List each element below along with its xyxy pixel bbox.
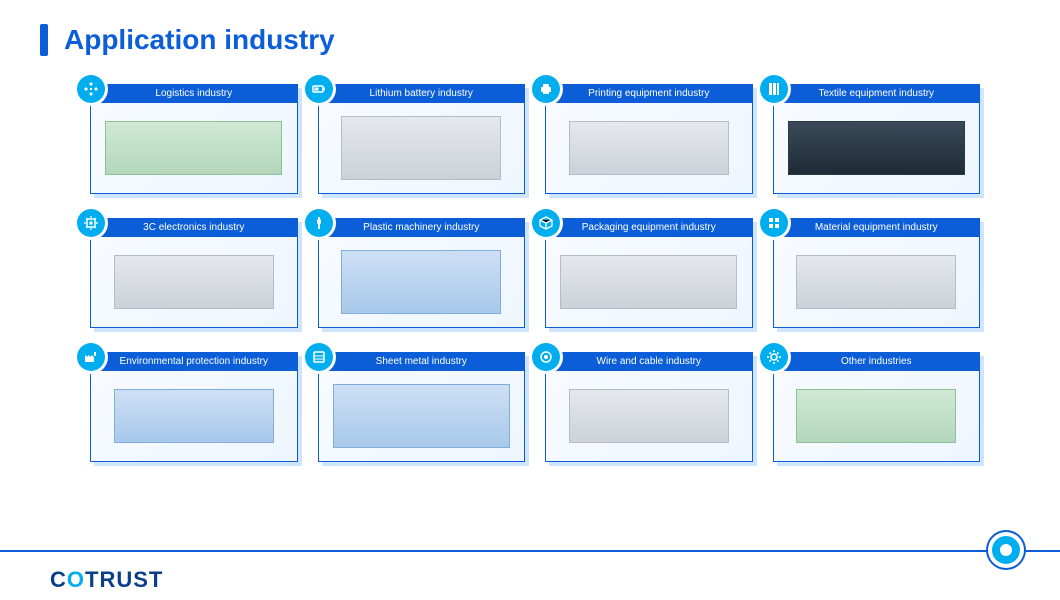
page-title: Application industry [64, 24, 335, 56]
industry-card: Textile equipment industry [773, 84, 981, 194]
machine-placeholder [796, 255, 956, 309]
industry-card-label: Material equipment industry [774, 219, 980, 237]
bottle-icon [305, 209, 333, 237]
industry-card-image [774, 103, 980, 193]
arrows-icon [77, 75, 105, 103]
industry-card: Plastic machinery industry [318, 218, 526, 328]
industry-card-image [319, 103, 525, 193]
industry-card-image [91, 103, 297, 193]
industry-card-label: Sheet metal industry [319, 353, 525, 371]
machine-placeholder [569, 121, 729, 175]
chip-icon [77, 209, 105, 237]
machine-placeholder [341, 250, 501, 315]
industry-card: Packaging equipment industry [545, 218, 753, 328]
machine-placeholder [105, 121, 282, 175]
industry-card-label: Wire and cable industry [546, 353, 752, 371]
industry-card: Material equipment industry [773, 218, 981, 328]
header-accent-bar [40, 24, 48, 56]
industry-card-label: Other industries [774, 353, 980, 371]
industry-card-label: Printing equipment industry [546, 85, 752, 103]
brand-logo: COTRUST [50, 567, 163, 593]
material-icon [760, 209, 788, 237]
cable-icon [532, 343, 560, 371]
industry-card: Sheet metal industry [318, 352, 526, 462]
industry-card: Wire and cable industry [545, 352, 753, 462]
industry-card-label: Lithium battery industry [319, 85, 525, 103]
industry-card: Other industries [773, 352, 981, 462]
gear-icon [760, 343, 788, 371]
industry-card-image [546, 237, 752, 327]
printer-icon [532, 75, 560, 103]
machine-placeholder [341, 116, 501, 181]
industry-card: 3C electronics industry [90, 218, 298, 328]
industry-card-image [546, 103, 752, 193]
industry-card-image [319, 237, 525, 327]
battery-icon [305, 75, 333, 103]
page-footer: COTRUST [0, 550, 1060, 600]
industry-card-label: Plastic machinery industry [319, 219, 525, 237]
industry-card-image [774, 237, 980, 327]
industry-card-image [319, 371, 525, 461]
industry-card-image [546, 371, 752, 461]
textile-icon [760, 75, 788, 103]
machine-placeholder [333, 384, 510, 449]
factory-icon [77, 343, 105, 371]
industry-card-label: Packaging equipment industry [546, 219, 752, 237]
industry-grid: Logistics industry Lithium battery indust… [0, 72, 1060, 462]
page-header: Application industry [0, 0, 1060, 72]
industry-card: Lithium battery industry [318, 84, 526, 194]
industry-card-image [91, 371, 297, 461]
machine-placeholder [114, 255, 274, 309]
industry-card-label: Textile equipment industry [774, 85, 980, 103]
footer-ornament-icon [992, 536, 1020, 564]
machine-placeholder [560, 255, 737, 309]
machine-placeholder [569, 389, 729, 443]
machine-placeholder [114, 389, 274, 443]
machine-placeholder [788, 121, 965, 175]
package-icon [532, 209, 560, 237]
machine-placeholder [796, 389, 956, 443]
industry-card: Environmental protection industry [90, 352, 298, 462]
industry-card-label: 3C electronics industry [91, 219, 297, 237]
sheet-icon [305, 343, 333, 371]
industry-card-image [91, 237, 297, 327]
industry-card-label: Logistics industry [91, 85, 297, 103]
industry-card: Printing equipment industry [545, 84, 753, 194]
industry-card: Logistics industry [90, 84, 298, 194]
industry-card-image [774, 371, 980, 461]
footer-divider [0, 550, 1060, 552]
industry-card-label: Environmental protection industry [91, 353, 297, 371]
